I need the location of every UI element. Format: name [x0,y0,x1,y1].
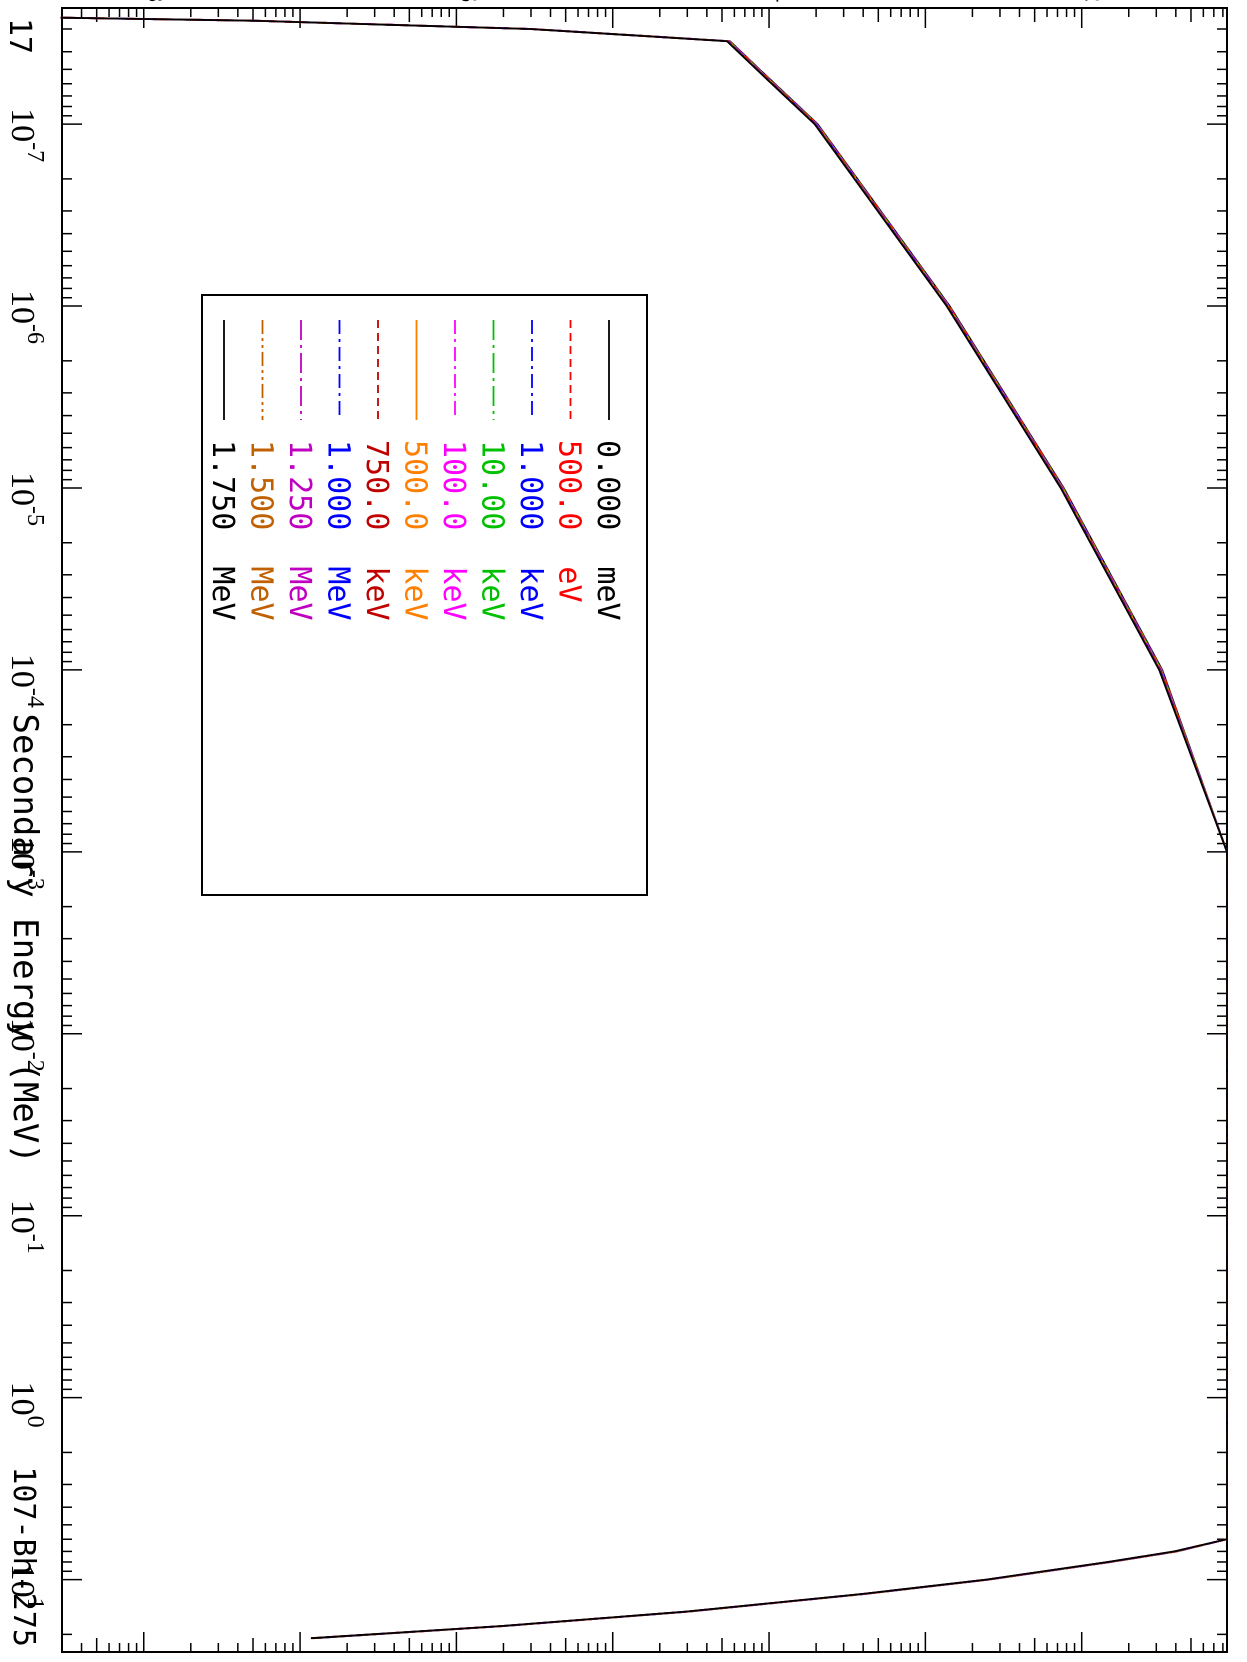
legend-entry: 100.0 keV [436,440,471,621]
y-tick-label: 10-8 [124,0,168,2]
legend-entry: 1.750 MeV [205,440,240,621]
y-tick-label: 10-4 [749,0,793,2]
x-tick-label: 100 [4,1382,48,1428]
y-tick-label: 10-6 [436,0,480,2]
legend-entry: 1.500 MeV [244,440,279,621]
y-tick-label: 10-2 [1062,0,1106,2]
x-axis-title: Secondary Energy (MeV) [5,713,45,1163]
series-lines [60,16,1228,1640]
x-tick-label: 10-4 [4,654,48,708]
legend-entry: 500.0 eV [552,440,587,603]
x-tick-label: 10-2 [4,1018,48,1072]
page-number: 17 [2,18,37,54]
legend-entry: 500.0 keV [398,440,433,621]
legend-entry: 0.000 meV [590,440,625,621]
x-tick-label: 10-7 [4,108,48,162]
legend-entry: 1.000 MeV [321,440,356,621]
legend-entry: 750.0 keV [359,440,394,621]
x-tick-label: 10-3 [4,836,48,890]
axis-labels: 10-7 10-6 10-5 10-4 10-3 10-2 10-1 100 101 10-8 10… [2,0,1106,1647]
material-label: 107-Bh-275 [6,1466,41,1647]
plot-frame [61,7,1228,1653]
legend-entry: 1.000 keV [513,440,548,621]
x-tick-label: 10-5 [4,472,48,526]
x-tick-label: 10-6 [4,290,48,344]
legend-entry: 10.00 keV [475,440,510,621]
x-tick-label: 101 [4,1564,48,1610]
series-line [60,16,1228,1640]
axis-ticks [61,8,1227,1652]
legend-entry: 1.250 MeV [282,440,317,621]
legend-box [201,294,648,896]
x-tick-label: 10-1 [4,1200,48,1254]
plot-area [61,7,1228,1653]
